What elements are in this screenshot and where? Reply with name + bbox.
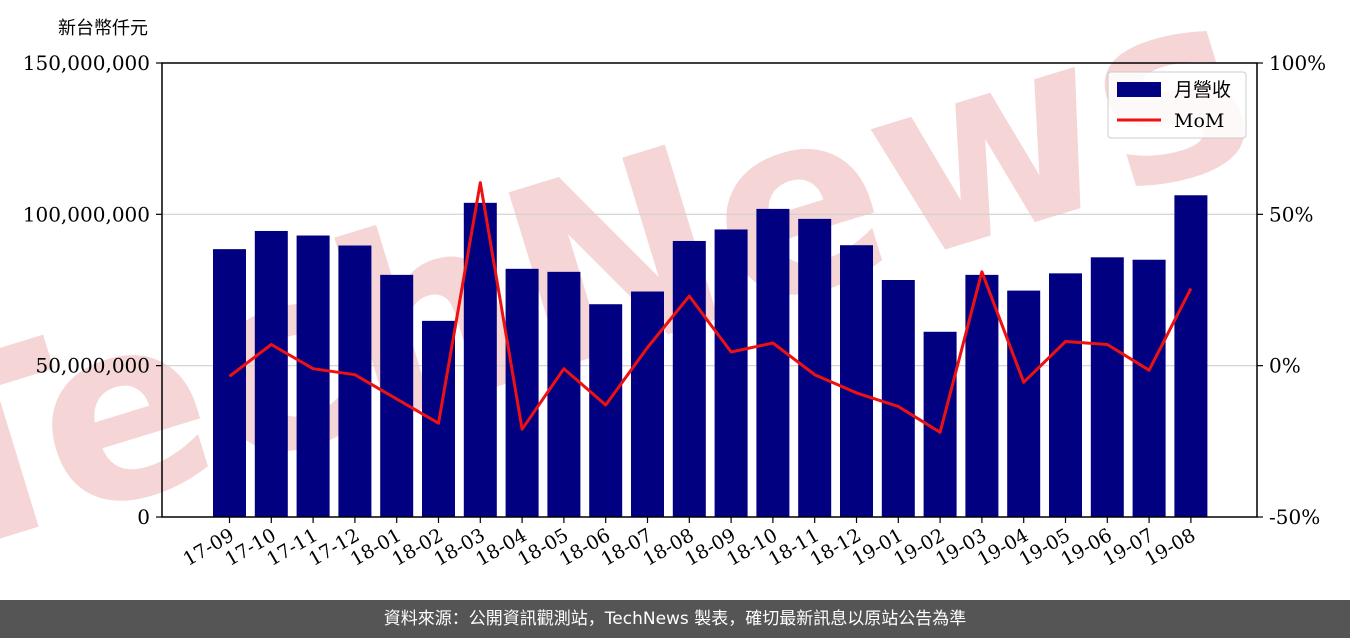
revenue-bar	[505, 268, 539, 517]
footer-source-text: 資料來源：公開資訊觀測站，TechNews 製表，確切最新訊息以原站公告為準	[383, 609, 967, 629]
y-right-tick-label: 50%	[1269, 202, 1313, 226]
revenue-bar	[798, 218, 832, 517]
revenue-bar	[254, 230, 288, 518]
legend-revenue-label: 月營收	[1174, 79, 1231, 101]
y-right-tick-label: -50%	[1269, 505, 1320, 529]
revenue-bar	[1132, 259, 1166, 517]
revenue-bar	[1049, 273, 1082, 517]
revenue-bar	[631, 291, 664, 517]
legend-revenue-swatch	[1117, 82, 1161, 97]
y-left-tick-label: 150,000,000	[23, 51, 150, 75]
legend-mom-label: MoM	[1174, 110, 1224, 132]
revenue-bar	[589, 304, 623, 517]
y-left-tick-label: 50,000,000	[35, 354, 150, 378]
revenue-bar	[547, 271, 581, 517]
mom-series-line	[228, 181, 1193, 434]
y-right-tick-label: 100%	[1269, 51, 1326, 75]
revenue-bar	[714, 229, 748, 517]
revenue-bar	[213, 249, 246, 517]
y-axis-unit-label: 新台幣仟元	[58, 18, 148, 39]
footer-source-bar: 資料來源：公開資訊觀測站，TechNews 製表，確切最新訊息以原站公告為準	[0, 600, 1350, 638]
y-right-tick-label: 0%	[1269, 354, 1301, 378]
revenue-bar	[380, 274, 414, 517]
revenue-bar	[840, 245, 873, 518]
revenue-bar	[881, 280, 915, 517]
revenue-bar	[1090, 257, 1124, 517]
revenue-bar	[672, 240, 706, 517]
y-left-tick-label: 0	[137, 505, 150, 529]
revenue-bar	[1174, 195, 1208, 518]
revenue-bar	[296, 235, 330, 517]
revenue-bar	[1007, 290, 1041, 517]
revenue-bar	[756, 208, 790, 518]
y-left-tick-label: 100,000,000	[23, 202, 150, 226]
plot-frame	[161, 62, 1258, 518]
